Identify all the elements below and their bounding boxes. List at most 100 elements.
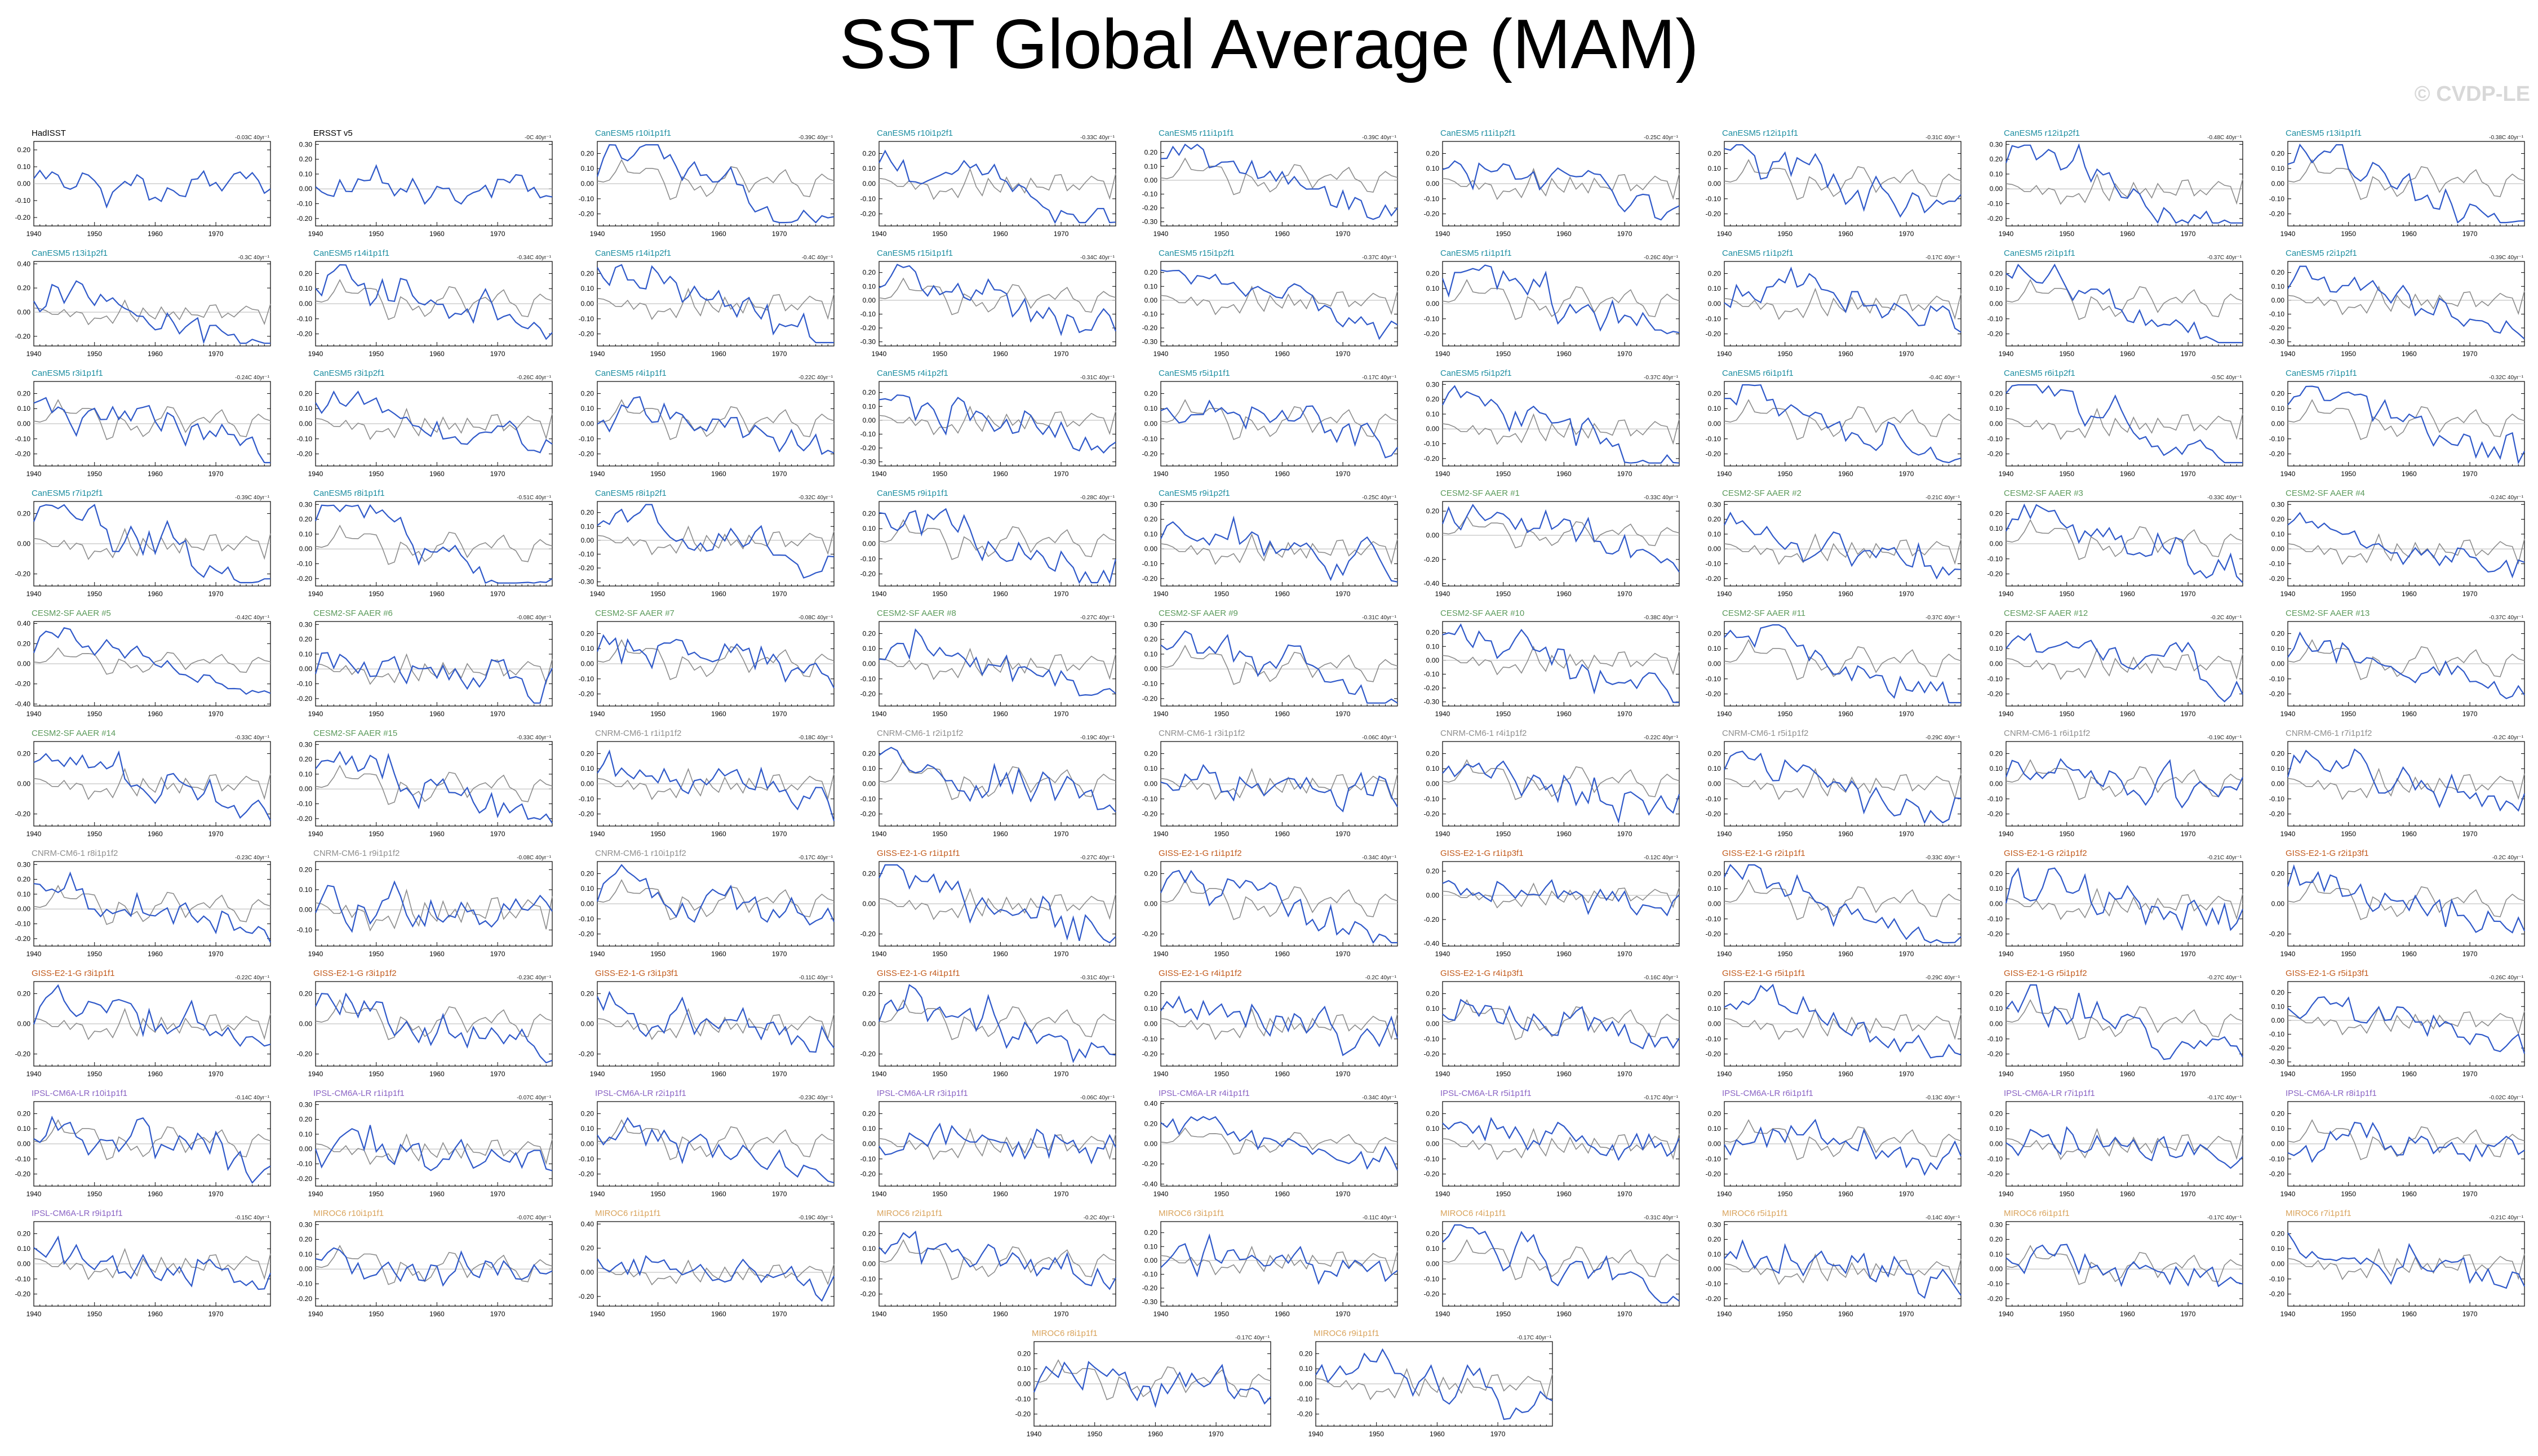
y-tick-label: 0.10	[581, 285, 594, 292]
y-tick-label: -0.10	[297, 800, 313, 808]
y-tick-label: 0.10	[299, 285, 313, 292]
x-tick-label: 1970	[208, 710, 224, 718]
y-tick-label: -0.10	[15, 1155, 31, 1163]
y-tick-label: 0.00	[1144, 296, 1158, 304]
model-series-line	[2005, 143, 2243, 224]
panel-frame	[1160, 621, 1398, 707]
x-tick-label: 1960	[2402, 1070, 2417, 1078]
observed-series-line	[878, 647, 1116, 680]
panel-title: CanESM5 r3i1p1f1	[32, 369, 103, 378]
x-tick-label: 1940	[26, 710, 42, 718]
panel-title: GISS-E2-1-G r2i1p1f1	[1722, 849, 1805, 858]
x-tick-label: 1950	[2059, 950, 2074, 958]
panel-trend: -0.3C 40yr⁻¹	[238, 255, 270, 261]
y-tick-label: 0.10	[1144, 1005, 1158, 1013]
y-tick-label: -0.10	[2269, 310, 2285, 318]
panel-frame	[2287, 501, 2525, 587]
x-tick-label: 1940	[308, 350, 323, 358]
panel-53: CNRM-CM6-1 r6i1p1f2 -0.19C 40yr⁻¹ 0.20 0.10…	[1987, 729, 2243, 838]
x-tick-label: 1970	[208, 950, 224, 958]
cvdp-watermark: © CVDP-LE	[2415, 82, 2530, 106]
y-tick-label: 0.10	[17, 1125, 31, 1133]
y-tick-label: -0.20	[15, 332, 31, 340]
y-tick-label: 0.00	[17, 1020, 31, 1028]
x-tick-label: 1940	[872, 350, 887, 358]
observed-series-line	[315, 888, 553, 932]
x-tick-label: 1940	[1153, 230, 1169, 238]
x-tick-label: 1950	[369, 710, 384, 718]
y-tick-label: -0.10	[1706, 675, 1721, 683]
y-tick-label: 0.10	[1144, 162, 1158, 170]
x-tick-label: 1970	[1899, 470, 1914, 478]
panel-title: CanESM5 r14i1p1f1	[313, 248, 389, 258]
x-tick-label: 1940	[26, 470, 42, 478]
y-tick-label: 0.20	[17, 1109, 31, 1117]
y-tick-label: 0.00	[1426, 425, 1440, 433]
x-tick-label: 1970	[2462, 350, 2478, 358]
y-tick-label: -0.20	[1424, 556, 1440, 563]
x-tick-label: 1940	[872, 230, 887, 238]
panel-24: CanESM5 r5i1p2f1 -0.37C 40yr⁻¹ 0.30 0.20 0.1…	[1424, 369, 1680, 478]
x-tick-label: 1960	[429, 950, 445, 958]
y-tick-label: -0.20	[579, 330, 594, 338]
y-tick-label: 0.00	[1144, 545, 1158, 553]
panel-frame	[315, 861, 553, 947]
y-tick-label: 0.00	[581, 900, 594, 908]
y-tick-label: -0.20	[1424, 684, 1440, 692]
panel-title: CanESM5 r7i1p1f1	[2286, 369, 2357, 378]
x-tick-label: 1950	[369, 590, 384, 598]
y-tick-label: 0.20	[17, 146, 31, 154]
observed-series-line	[315, 525, 553, 565]
panel-4: CanESM5 r10i1p2f1 -0.33C 40yr⁻¹ 0.20 0.10 0.…	[860, 128, 1116, 238]
y-tick-label: 0.10	[581, 1125, 594, 1133]
panel-39: CESM2-SF AAER #7 -0.08C 40yr⁻¹ 0.20 0.10 0.0…	[579, 609, 835, 718]
x-tick-label: 1950	[1777, 230, 1792, 238]
x-tick-label: 1940	[1435, 1070, 1450, 1078]
x-tick-label: 1960	[2402, 470, 2417, 478]
model-series-line	[878, 747, 1116, 813]
panel-title: IPSL-CM6A-LR r10i1p1f1	[32, 1089, 127, 1098]
x-tick-label: 1960	[2402, 230, 2417, 238]
y-tick-label: 0.20	[1990, 629, 2003, 637]
panel-71: GISS-E2-1-G r5i1p1f2 -0.27C 40yr⁻¹ 0.20 0.1…	[1987, 969, 2243, 1078]
panel-frame	[315, 141, 553, 227]
panel-65: GISS-E2-1-G r3i1p1f2 -0.23C 40yr⁻¹ 0.20 0.0…	[297, 969, 553, 1078]
observed-series-line	[315, 653, 553, 685]
panel-title: ERSST v5	[313, 128, 353, 138]
y-tick-label: 0.00	[1990, 420, 2003, 428]
model-series-line	[1724, 624, 1961, 704]
y-tick-label: -0.20	[15, 214, 31, 221]
y-tick-label: 0.00	[2271, 660, 2285, 668]
x-tick-label: 1960	[711, 470, 726, 478]
observed-series-line	[597, 287, 835, 320]
model-series-line	[33, 280, 270, 344]
panel-3: CanESM5 r10i1p1f1 -0.39C 40yr⁻¹ 0.20 0.10 0.…	[579, 128, 835, 238]
x-tick-label: 1960	[993, 710, 1008, 718]
y-tick-label: -0.20	[860, 810, 876, 818]
page-title: SST Global Average (MAM)	[0, 5, 2538, 85]
y-tick-label: -0.10	[1424, 1035, 1440, 1043]
y-tick-label: 0.20	[581, 749, 594, 757]
y-tick-label: 0.20	[2271, 989, 2285, 997]
y-tick-label: -0.20	[1142, 695, 1158, 703]
x-tick-label: 1970	[490, 950, 505, 958]
x-tick-label: 1970	[2462, 470, 2478, 478]
observed-series-line	[33, 399, 271, 440]
panel-72: GISS-E2-1-G r5i1p3f1 -0.26C 40yr⁻¹ 0.20 0.1…	[2269, 969, 2526, 1078]
y-tick-label: -0.30	[860, 458, 876, 466]
panel-title: CNRM-CM6-1 r3i1p1f2	[1159, 729, 1245, 738]
panel-30: CanESM5 r8i1p2f1 -0.32C 40yr⁻¹ 0.20 0.10 0.0…	[579, 489, 835, 598]
panel-10: CanESM5 r13i1p2f1 -0.3C 40yr⁻¹ 0.40 0.20 0.0…	[15, 248, 271, 358]
y-tick-label: -0.10	[1987, 1035, 2003, 1043]
y-tick-label: 0.20	[1990, 989, 2003, 997]
panel-17: CanESM5 r2i1p1f1 -0.37C 40yr⁻¹ 0.20 0.10 0.0…	[1987, 248, 2243, 358]
y-tick-label: 0.00	[863, 1020, 876, 1028]
y-tick-label: -0.20	[1142, 1050, 1158, 1058]
y-tick-label: 0.10	[1426, 765, 1440, 773]
y-tick-label: -0.20	[297, 815, 313, 823]
x-tick-label: 1970	[1899, 1070, 1914, 1078]
y-tick-label: 0.20	[1708, 869, 1721, 877]
y-tick-label: -0.20	[1424, 210, 1440, 218]
x-tick-label: 1950	[1214, 230, 1229, 238]
panel-73: IPSL-CM6A-LR r10i1p1f1 -0.14C 40yr⁻¹ 0.20 0…	[15, 1089, 271, 1198]
